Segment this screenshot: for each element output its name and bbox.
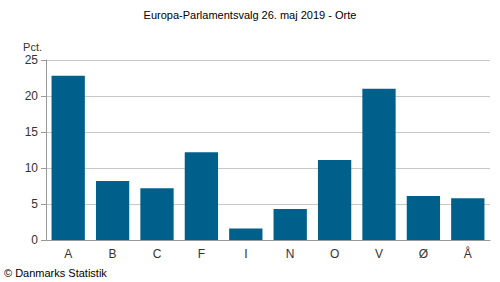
svg-text:© Danmarks Statistik: © Danmarks Statistik: [4, 267, 107, 279]
svg-text:25: 25: [25, 53, 39, 67]
svg-text:I: I: [244, 247, 247, 261]
svg-text:15: 15: [25, 125, 39, 139]
svg-text:F: F: [198, 247, 205, 261]
svg-text:Ø: Ø: [419, 247, 428, 261]
svg-text:N: N: [286, 247, 295, 261]
svg-text:Å: Å: [464, 246, 472, 261]
svg-text:20: 20: [25, 89, 39, 103]
svg-text:10: 10: [25, 161, 39, 175]
svg-text:O: O: [330, 247, 339, 261]
svg-text:0: 0: [31, 233, 38, 247]
svg-text:Europa-Parlamentsvalg 26. maj: Europa-Parlamentsvalg 26. maj 2019 - Ort…: [144, 9, 357, 21]
svg-text:C: C: [153, 247, 162, 261]
svg-text:B: B: [109, 247, 117, 261]
svg-text:Pct.: Pct.: [23, 41, 42, 53]
svg-text:5: 5: [31, 197, 38, 211]
svg-text:V: V: [375, 247, 383, 261]
svg-text:A: A: [64, 247, 72, 261]
